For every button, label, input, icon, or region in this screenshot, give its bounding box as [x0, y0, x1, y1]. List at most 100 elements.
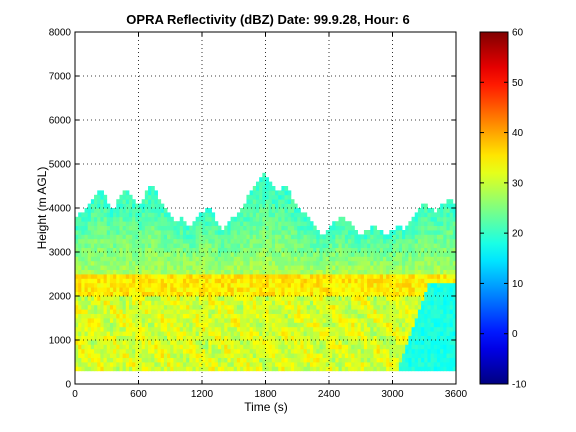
heatmap-cell — [249, 362, 254, 367]
heatmap-cell — [84, 366, 89, 372]
heatmap-cell — [370, 269, 374, 275]
heatmap-cell — [379, 265, 384, 270]
heatmap-cell — [287, 247, 292, 253]
heatmap-cell — [408, 225, 412, 231]
heatmap-cell — [297, 340, 301, 345]
heatmap-cell — [294, 212, 298, 218]
heatmap-cell — [395, 287, 400, 292]
heatmap-cell — [417, 212, 422, 218]
heatmap-cell — [382, 260, 387, 266]
heatmap-cell — [163, 326, 168, 332]
heatmap-cell — [167, 216, 171, 222]
heatmap-cell — [395, 348, 400, 354]
heatmap-cell — [354, 318, 358, 323]
heatmap-cell — [163, 234, 168, 240]
heatmap-cell — [313, 234, 317, 240]
heatmap-cell — [325, 366, 330, 372]
heatmap-cell — [202, 348, 206, 354]
heatmap-cell — [351, 313, 355, 319]
heatmap-cell — [227, 243, 231, 248]
heatmap-cell — [75, 296, 79, 301]
heatmap-cell — [322, 296, 327, 301]
heatmap-cell — [306, 243, 311, 248]
heatmap-cell — [106, 265, 111, 270]
heatmap-cell — [367, 230, 371, 235]
heatmap-cell — [278, 340, 282, 345]
heatmap-cell — [122, 243, 127, 248]
heatmap-cell — [87, 282, 92, 288]
heatmap-cell — [417, 318, 422, 323]
heatmap-cell — [411, 265, 416, 270]
heatmap-cell — [249, 304, 254, 310]
heatmap-cell — [436, 269, 441, 275]
heatmap-cell — [284, 335, 289, 341]
heatmap-cell — [236, 282, 241, 288]
heatmap-cell — [446, 225, 451, 231]
heatmap-cell — [182, 344, 187, 350]
heatmap-cell — [211, 344, 216, 350]
heatmap-cell — [255, 252, 260, 257]
heatmap-cell — [294, 230, 298, 235]
heatmap-cell — [122, 348, 127, 354]
heatmap-cell — [430, 326, 435, 332]
heatmap-cell — [119, 318, 124, 323]
heatmap-cell — [405, 340, 409, 345]
heatmap-cell — [348, 282, 352, 288]
heatmap-cell — [135, 322, 139, 328]
heatmap-cell — [275, 344, 279, 350]
heatmap-cell — [144, 326, 149, 332]
heatmap-cell — [284, 353, 289, 358]
heatmap-cell — [348, 340, 352, 345]
heatmap-cell — [348, 362, 352, 367]
heatmap-cell — [236, 304, 241, 310]
heatmap-cell — [335, 322, 339, 328]
heatmap-cell — [262, 265, 266, 270]
heatmap-cell — [316, 304, 320, 310]
heatmap-cell — [81, 322, 85, 328]
heatmap-cell — [284, 331, 289, 336]
heatmap-cell — [148, 340, 152, 345]
heatmap-cell — [411, 291, 416, 297]
heatmap-cell — [240, 247, 244, 253]
heatmap-cell — [163, 278, 168, 284]
heatmap-cell — [189, 362, 193, 367]
heatmap-cell — [417, 322, 422, 328]
heatmap-cell — [113, 274, 117, 279]
heatmap-cell — [167, 353, 171, 358]
heatmap-cell — [427, 348, 432, 354]
heatmap-cell — [224, 238, 228, 244]
heatmap-cell — [436, 234, 441, 240]
heatmap-cell — [119, 212, 124, 218]
heatmap-cell — [376, 247, 381, 253]
heatmap-cell — [360, 313, 365, 319]
heatmap-cell — [211, 265, 216, 270]
heatmap-cell — [240, 282, 244, 288]
heatmap-cell — [135, 282, 139, 288]
heatmap-cell — [214, 221, 219, 226]
heatmap-cell — [395, 326, 400, 332]
heatmap-cell — [154, 256, 158, 262]
heatmap-cell — [227, 221, 231, 226]
heatmap-cell — [294, 256, 298, 262]
heatmap-cell — [319, 243, 324, 248]
heatmap-cell — [240, 318, 244, 323]
heatmap-cell — [357, 348, 362, 354]
heatmap-cell — [144, 208, 149, 213]
heatmap-cell — [363, 282, 368, 288]
heatmap-cell — [243, 225, 247, 231]
heatmap-cell — [262, 274, 266, 279]
heatmap-cell — [309, 238, 314, 244]
heatmap-cell — [186, 287, 190, 292]
heatmap-cell — [300, 225, 305, 231]
heatmap-cell — [379, 335, 384, 341]
heatmap-cell — [452, 309, 456, 314]
heatmap-cell — [132, 353, 136, 358]
heatmap-cell — [119, 322, 124, 328]
heatmap-cell — [97, 322, 101, 328]
heatmap-cell — [421, 291, 425, 297]
heatmap-cell — [97, 291, 101, 297]
heatmap-cell — [240, 269, 244, 275]
heatmap-cell — [424, 362, 428, 367]
heatmap-cell — [389, 287, 393, 292]
heatmap-cell — [119, 296, 124, 301]
